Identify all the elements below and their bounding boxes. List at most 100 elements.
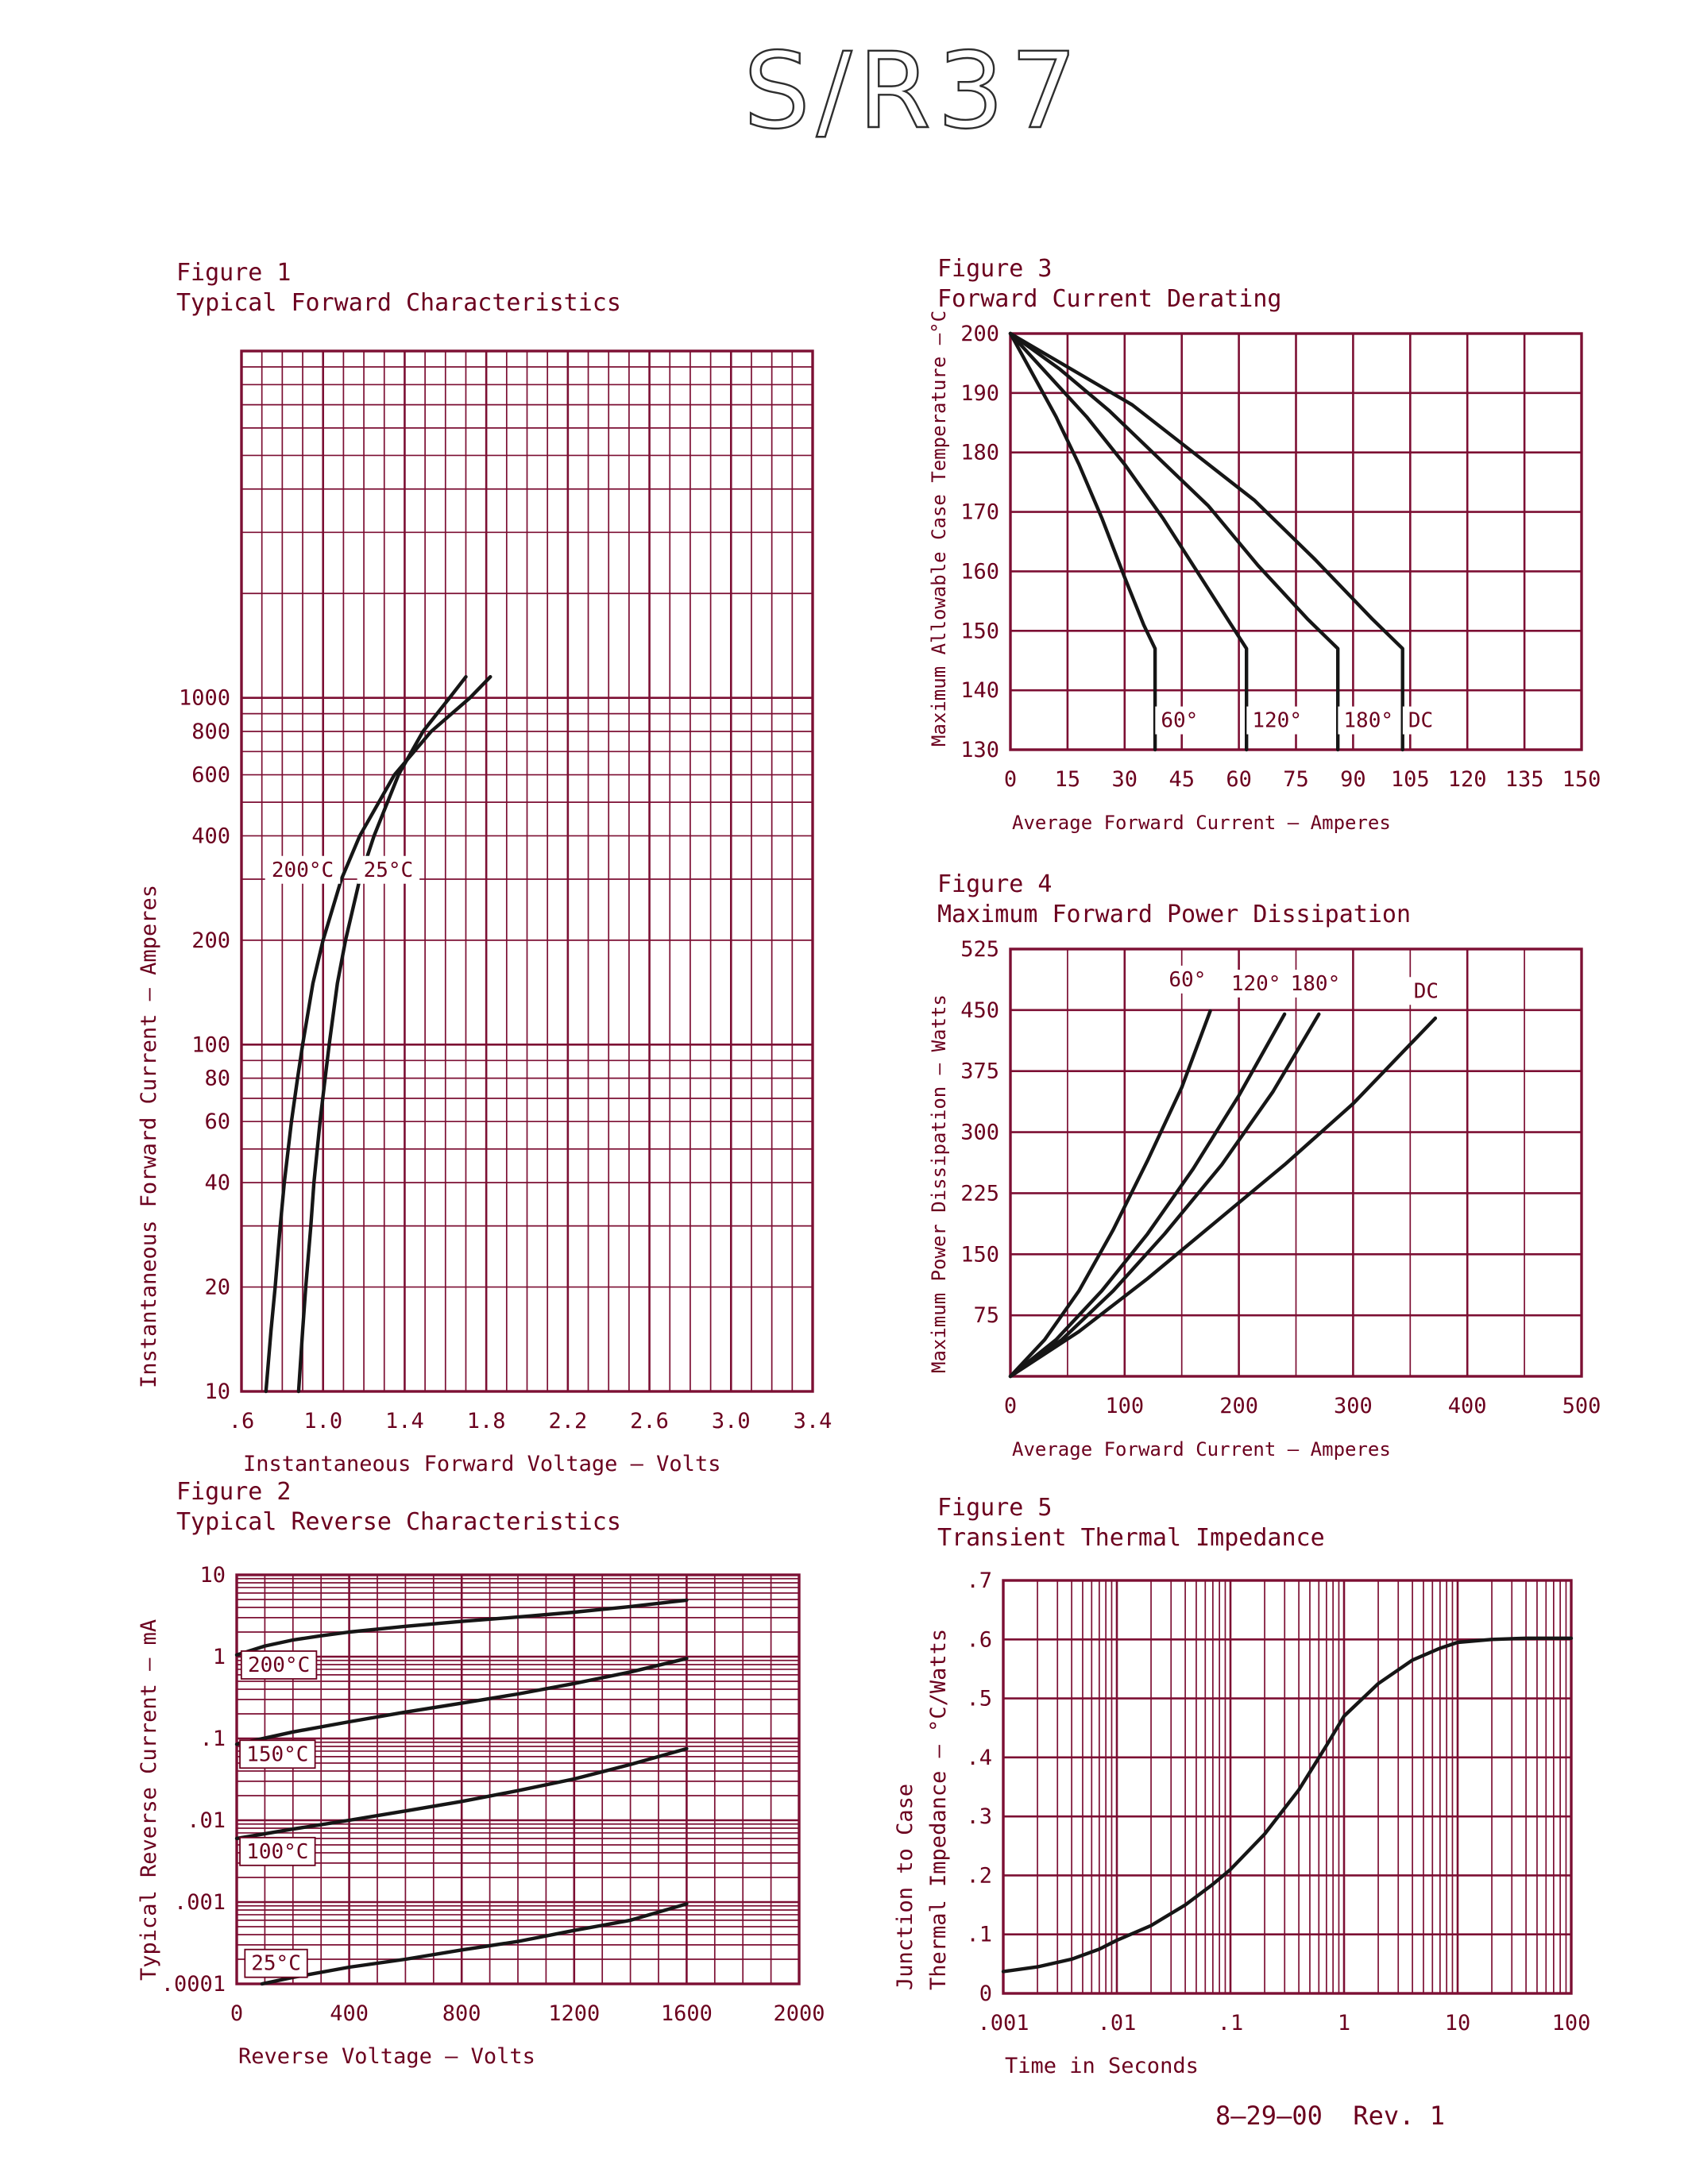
curve-label: DC — [1414, 979, 1439, 1003]
svg-text:0: 0 — [1004, 767, 1017, 792]
svg-text:2.6: 2.6 — [630, 1409, 669, 1433]
curve-label: 120° — [1252, 709, 1302, 733]
curve-label: 200°C — [248, 1653, 310, 1677]
curve-label-bg — [1224, 970, 1288, 998]
curve-150°C — [234, 1657, 689, 1746]
figure1-title: Typical Forward Characteristics — [176, 289, 621, 317]
svg-text:.6: .6 — [966, 1627, 992, 1652]
curve-label-bg — [239, 1739, 316, 1769]
revision-note: 8–29–00 Rev. 1 — [1215, 2101, 1445, 2131]
curve-25°C — [296, 675, 468, 1394]
figure2-label: Figure 2 — [176, 1478, 292, 1506]
figure2-title: Typical Reverse Characteristics — [176, 1508, 621, 1536]
curve-label-bg — [1284, 970, 1347, 998]
svg-text:Maximum Allowable Case Tempera: Maximum Allowable Case Temperature –°C — [928, 311, 950, 747]
svg-text:.001: .001 — [174, 1890, 226, 1915]
figure4-power-dissipation: Figure 4 Maximum Forward Power Dissipati… — [914, 870, 1688, 1473]
curve-label-bg — [357, 855, 420, 884]
svg-text:.0001: .0001 — [161, 1972, 226, 1997]
figure5-title: Transient Thermal Impedance — [937, 1524, 1325, 1552]
curve-label-bg — [265, 855, 341, 884]
svg-text:Thermal Impedance – °C/Watts: Thermal Impedance – °C/Watts — [926, 1629, 951, 1990]
curve-DC — [1008, 1016, 1438, 1379]
curve-25°C — [260, 1902, 689, 1986]
doc-title: S/R37 — [743, 29, 1078, 153]
svg-text:800: 800 — [442, 2001, 481, 2026]
svg-text:.1: .1 — [1218, 2011, 1244, 2035]
svg-text:40: 40 — [204, 1171, 230, 1195]
svg-text:105: 105 — [1391, 767, 1430, 792]
svg-text:10: 10 — [199, 1563, 226, 1588]
svg-text:100: 100 — [1552, 2011, 1591, 2035]
curve-180° — [1008, 1012, 1321, 1379]
curve-180° — [1008, 331, 1340, 752]
svg-text:.3: .3 — [966, 1804, 992, 1829]
svg-text:120: 120 — [1448, 767, 1487, 792]
svg-text:1: 1 — [1338, 2011, 1350, 2035]
svg-text:150: 150 — [1562, 767, 1601, 792]
svg-text:.01: .01 — [187, 1808, 226, 1833]
svg-text:1.0: 1.0 — [303, 1409, 342, 1433]
svg-text:800: 800 — [191, 720, 230, 744]
svg-text:0: 0 — [230, 2001, 243, 2026]
svg-text:0: 0 — [979, 1981, 992, 2006]
svg-text:130: 130 — [960, 738, 999, 762]
svg-text:.001: .001 — [977, 2011, 1029, 2035]
svg-text:190: 190 — [960, 381, 999, 406]
svg-text:Time in Seconds: Time in Seconds — [1005, 2054, 1199, 2078]
svg-text:150: 150 — [960, 619, 999, 643]
svg-text:225: 225 — [960, 1181, 999, 1206]
figure3-current-derating: Figure 3 Forward Current Derating 0 15 30 4… — [914, 254, 1688, 858]
curve-label-bg — [244, 1948, 308, 1978]
curve-DC — [1008, 331, 1404, 752]
svg-text:60: 60 — [1226, 767, 1252, 792]
curve-label-bg — [1162, 965, 1213, 994]
svg-text:0: 0 — [1004, 1394, 1017, 1418]
svg-text:200: 200 — [191, 928, 230, 953]
svg-text:.1: .1 — [199, 1727, 226, 1751]
svg-text:Average Forward Current – Ampe: Average Forward Current – Amperes — [1012, 812, 1391, 834]
curve-label: 60° — [1161, 709, 1198, 733]
curve-label: 25°C — [251, 1952, 301, 1976]
svg-text:200: 200 — [960, 322, 999, 346]
svg-text:Instantaneous Forward Voltage: Instantaneous Forward Voltage – Volts — [243, 1452, 720, 1476]
svg-text:1: 1 — [213, 1645, 226, 1669]
svg-text:75: 75 — [1283, 767, 1309, 792]
svg-text:400: 400 — [1448, 1394, 1487, 1418]
svg-text:1.4: 1.4 — [385, 1409, 424, 1433]
curve-label: DC — [1408, 709, 1433, 733]
svg-text:10: 10 — [204, 1379, 230, 1404]
curve-60° — [1008, 1009, 1212, 1379]
svg-text:300: 300 — [960, 1121, 999, 1145]
curve-100°C — [234, 1746, 689, 1841]
svg-text:20: 20 — [204, 1275, 230, 1300]
figure2-chart: 0 400 800 1200 1600 2000 10 1 .1 .01 .001 .0001 Reve… — [137, 1563, 825, 2069]
svg-text:30: 30 — [1112, 767, 1138, 792]
svg-text:170: 170 — [960, 500, 999, 525]
figure4-title: Maximum Forward Power Dissipation — [937, 901, 1412, 928]
curve-200°C — [264, 675, 492, 1394]
svg-text:15: 15 — [1055, 767, 1081, 792]
svg-text:1200: 1200 — [548, 2001, 600, 2026]
svg-text:Typical Reverse Current – mA: Typical Reverse Current – mA — [137, 1619, 161, 1981]
svg-text:135: 135 — [1505, 767, 1544, 792]
svg-text:45: 45 — [1168, 767, 1195, 792]
svg-text:600: 600 — [191, 763, 230, 788]
svg-text:160: 160 — [960, 559, 999, 584]
curve-label-bg — [1402, 706, 1440, 735]
curve-label: 150°C — [246, 1742, 308, 1766]
svg-text:150: 150 — [960, 1242, 999, 1267]
svg-text:Reverse Voltage – Volts: Reverse Voltage – Volts — [238, 2044, 535, 2069]
curve-label: 25°C — [364, 859, 414, 882]
svg-text:180: 180 — [960, 441, 999, 465]
svg-text:.4: .4 — [966, 1746, 992, 1770]
svg-text:80: 80 — [204, 1067, 230, 1091]
figure1-label: Figure 1 — [176, 259, 292, 287]
svg-text:450: 450 — [960, 998, 999, 1023]
svg-text:10: 10 — [1445, 2011, 1471, 2035]
curve-label-bg — [1338, 706, 1400, 735]
svg-text:.6: .6 — [229, 1409, 255, 1433]
curve-label: 180° — [1291, 972, 1341, 996]
svg-text:140: 140 — [960, 678, 999, 703]
